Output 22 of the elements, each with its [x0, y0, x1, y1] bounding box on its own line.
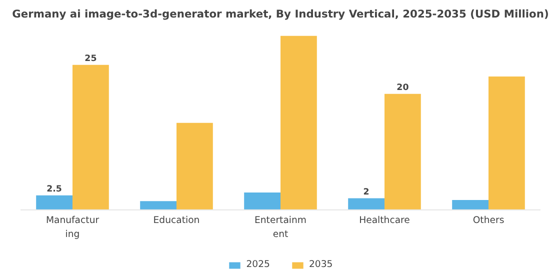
legend-label: 2035 — [309, 259, 333, 270]
x-tick-label: Education — [153, 214, 200, 226]
chart-title: Germany ai image-to-3d-generator market, By Industry Vertical, 2025-2035 (USD Million) — [12, 8, 549, 20]
bar — [244, 192, 280, 210]
x-tick-label: Others — [472, 214, 504, 226]
bar — [176, 122, 213, 210]
data-label: 2.5 — [46, 184, 62, 194]
x-tick-label: Healthcare — [359, 214, 410, 226]
data-label: 25 — [84, 54, 97, 64]
bar — [488, 76, 525, 210]
x-tick-label: Entertainm ent — [254, 214, 307, 240]
bar — [72, 64, 109, 210]
bar — [452, 200, 488, 210]
bar — [348, 198, 384, 210]
data-label: 20 — [396, 82, 409, 93]
x-tick-label: Manufactur ing — [46, 214, 100, 240]
bar — [140, 201, 176, 210]
bar — [36, 195, 72, 210]
bar — [384, 94, 421, 210]
data-label: 2 — [363, 187, 370, 198]
bar — [280, 36, 317, 210]
legend-label: 2025 — [246, 259, 270, 270]
